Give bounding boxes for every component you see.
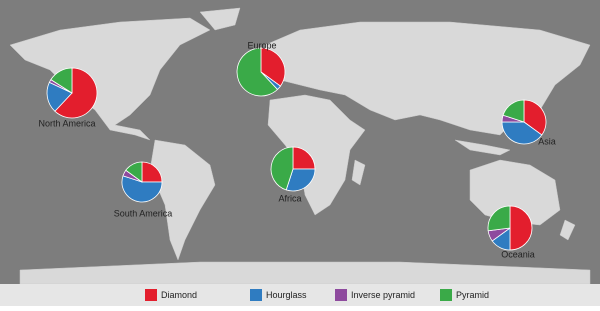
pie-slice — [487, 205, 511, 232]
pie-slice — [54, 67, 98, 119]
pie-slice — [523, 99, 547, 136]
region-label: Oceania — [501, 249, 535, 259]
pie-slice — [285, 168, 316, 192]
legend-swatch — [440, 289, 452, 301]
pie-slice — [50, 67, 73, 94]
legend-label: Inverse pyramid — [351, 290, 415, 300]
region-label: Africa — [278, 193, 301, 203]
pie-slice — [501, 121, 543, 145]
pie-slice — [236, 47, 278, 97]
legend-swatch — [145, 289, 157, 301]
legend-label: Pyramid — [456, 290, 489, 300]
pie-slice — [502, 99, 525, 123]
legend-label: Hourglass — [266, 290, 307, 300]
legend-label: Diamond — [161, 290, 197, 300]
pies: North America Europe Asia South America Afri… — [38, 40, 555, 259]
region-label: Europe — [247, 40, 276, 50]
region-label: Asia — [538, 136, 556, 146]
legend-swatch — [335, 289, 347, 301]
pie-slice — [292, 146, 316, 170]
continents — [9, 7, 591, 285]
pie-slice — [141, 161, 163, 183]
pie-slice — [125, 161, 143, 183]
pie-slice — [509, 205, 533, 251]
pie-slice — [260, 47, 286, 87]
pie-slice — [270, 146, 294, 191]
legend-swatch — [250, 289, 262, 301]
region-label: North America — [38, 118, 95, 128]
pie-slice — [121, 175, 163, 203]
legend: Diamond Hourglass Inverse pyramid Pyramid — [145, 289, 489, 301]
region-label: South America — [114, 208, 173, 218]
